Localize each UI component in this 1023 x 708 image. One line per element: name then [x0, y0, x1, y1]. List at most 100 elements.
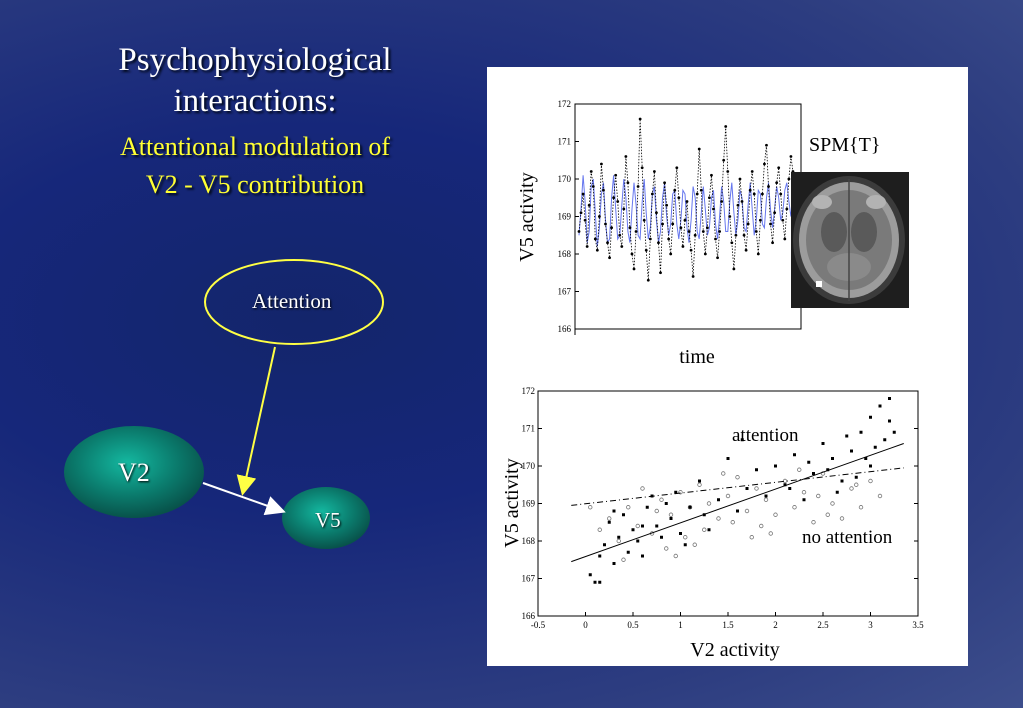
timeseries-ytick-label: 172 — [558, 99, 572, 109]
scatter-xtick-label: 3.5 — [912, 620, 924, 630]
scatter-point-no-attention — [621, 557, 626, 562]
timeseries-point — [773, 211, 777, 215]
timeseries-point — [701, 230, 705, 233]
scatter-point-attention — [859, 430, 863, 434]
timeseries-point — [663, 181, 666, 185]
timeseries-point — [587, 203, 591, 207]
brain-slice-image — [791, 172, 909, 308]
scatter-point-attention — [631, 528, 635, 532]
scatter-point-no-attention — [768, 531, 773, 536]
timeseries-point — [758, 218, 762, 222]
scatter-point-no-attention — [730, 520, 735, 525]
scatter-fit-no-attention — [571, 467, 904, 506]
timeseries-frame — [574, 103, 802, 330]
scatter-xtick-label: 3 — [868, 620, 873, 630]
timeseries-point — [744, 248, 748, 252]
v5-node — [282, 487, 370, 549]
timeseries-point — [669, 252, 673, 256]
timeseries-ylabel: V5 activity — [516, 172, 538, 261]
timeseries-point — [712, 207, 715, 211]
timeseries-point — [616, 200, 620, 203]
timeseries-point — [783, 237, 787, 241]
timeseries-point — [589, 170, 593, 173]
scatter-point-attention — [593, 580, 597, 584]
timeseries-point — [775, 181, 779, 185]
scatter-point-attention — [607, 520, 611, 524]
timeseries-point — [624, 155, 628, 158]
scatter-point-attention — [831, 457, 834, 460]
attention-label: Attention — [252, 289, 332, 313]
timeseries-point — [789, 155, 793, 158]
scatter-point-no-attention — [668, 512, 674, 517]
scatter-point-no-attention — [692, 542, 697, 547]
timeseries-point — [752, 192, 756, 196]
scatter-xtick-label: 2 — [773, 620, 778, 630]
scatter-ylabel: V5 activity — [501, 458, 523, 547]
scatter-point-attention — [641, 554, 644, 558]
timeseries-ytick-label: 171 — [558, 137, 572, 147]
timeseries-point — [608, 256, 611, 260]
scatter-point-no-attention — [597, 527, 602, 532]
scatter-point-attention — [793, 453, 796, 457]
timeseries-point — [614, 173, 618, 177]
scatter-point-no-attention — [825, 512, 830, 517]
scatter-point-attention — [617, 535, 621, 539]
timeseries-point — [710, 173, 713, 177]
timeseries-point — [583, 218, 587, 222]
scatter-point-attention — [840, 479, 844, 483]
scatter-point-attention — [850, 449, 853, 453]
timeseries-point — [652, 170, 656, 173]
timeseries-point — [693, 233, 697, 237]
scatter-annotation-no-attention: no attention — [802, 527, 893, 548]
scatter-point-attention — [641, 524, 644, 528]
figure-panel: 166 167 168 169 170 171 172 time V5 activity S… — [487, 67, 968, 666]
scatter-ytick-label: 167 — [522, 574, 536, 584]
scatter-ytick-label: 172 — [522, 386, 536, 396]
attention-node — [204, 259, 384, 345]
scatter-point-no-attention — [811, 520, 816, 525]
scatter-xtick-label: 0 — [583, 620, 588, 630]
timeseries-point — [732, 267, 736, 271]
timeseries-point — [667, 237, 671, 241]
scatter-xtick-label: 1 — [678, 620, 683, 630]
timeseries-point — [728, 215, 732, 218]
scatter-point-no-attention — [877, 493, 883, 499]
scatter-xtick-label: 1.5 — [722, 620, 734, 630]
timeseries-point — [695, 192, 699, 196]
timeseries-point — [606, 241, 609, 245]
scatter-point-no-attention — [687, 505, 693, 510]
timeseries-point — [600, 162, 603, 166]
scatter-point-attention — [888, 397, 891, 400]
timeseries-point — [705, 226, 709, 230]
timeseries-point — [724, 125, 728, 128]
timeseries-point — [671, 222, 675, 226]
scatter-point-no-attention — [754, 486, 759, 491]
timeseries-point — [604, 222, 607, 226]
timeseries-point — [632, 267, 636, 271]
timeseries-point — [687, 230, 691, 233]
timeseries-point — [689, 248, 693, 252]
timeseries-point — [622, 207, 626, 211]
timeseries-point — [675, 166, 679, 170]
scatter-point-attention — [726, 457, 730, 460]
scatter-point-no-attention — [706, 501, 712, 506]
scatter-ytick-label: 166 — [522, 611, 536, 621]
timeseries-point — [722, 158, 726, 162]
scatter-point-no-attention — [759, 523, 764, 529]
scatter-point-no-attention — [854, 482, 859, 487]
scatter-point-attention — [603, 543, 606, 547]
scatter-point-attention — [598, 580, 602, 584]
scatter-point-attention — [679, 532, 682, 535]
scatter-point-no-attention — [721, 471, 726, 476]
timeseries-point — [785, 207, 789, 211]
scatter-point-attention — [878, 404, 882, 408]
slide-title: Psychophysiological interactions: — [118, 42, 392, 119]
timeseries-point — [714, 237, 717, 241]
scatter-point-attention — [736, 509, 739, 513]
scatter-point-attention — [626, 550, 630, 554]
scatter-point-attention — [674, 490, 678, 494]
timeseries-point — [777, 166, 781, 170]
timeseries-point — [683, 218, 687, 222]
scatter-point-attention — [598, 554, 602, 558]
timeseries-ytick-label: 167 — [558, 287, 572, 297]
